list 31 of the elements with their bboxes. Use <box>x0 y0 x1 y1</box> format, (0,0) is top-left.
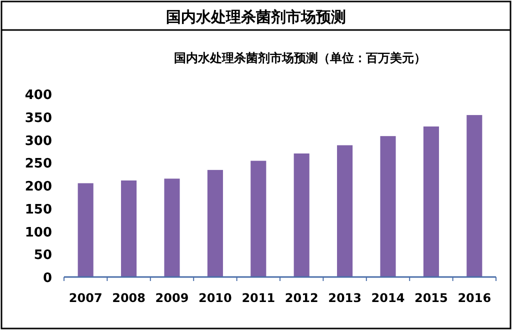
x-tick-label: 2014 <box>371 291 405 305</box>
y-tick-label: 250 <box>24 156 52 172</box>
y-tick-label: 200 <box>24 180 52 194</box>
bar <box>164 178 180 277</box>
y-tick-label: 150 <box>24 202 52 218</box>
bar <box>294 153 310 277</box>
x-tick-label: 2013 <box>328 291 362 305</box>
x-tick-label: 2008 <box>112 291 146 305</box>
x-tick-label: 2010 <box>198 291 232 305</box>
bar <box>207 170 223 277</box>
x-tick-label: 2016 <box>458 291 492 305</box>
y-tick-label: 400 <box>24 88 52 103</box>
y-tick-label: 350 <box>24 110 52 126</box>
bar <box>337 145 353 277</box>
x-tick-label: 2012 <box>284 291 318 305</box>
bar <box>250 160 266 277</box>
chart-subtitle: 国内水处理杀菌剂市场预测（单位：百万美元） <box>174 51 426 65</box>
y-tick-label: 50 <box>34 248 52 264</box>
x-tick-label: 2011 <box>242 291 276 305</box>
bar <box>466 115 482 277</box>
y-tick-label: 100 <box>24 225 52 240</box>
x-tick-label: 2007 <box>68 291 102 305</box>
bar <box>121 180 137 277</box>
bar <box>423 126 439 277</box>
y-tick-label: 0 <box>42 271 52 286</box>
bar <box>78 183 94 277</box>
bar <box>380 136 396 277</box>
chart-title: 国内水处理杀菌剂市场预测 <box>166 8 346 26</box>
x-tick-label: 2009 <box>155 291 189 305</box>
y-tick-label: 300 <box>24 134 52 149</box>
x-tick-label: 2015 <box>414 291 448 305</box>
